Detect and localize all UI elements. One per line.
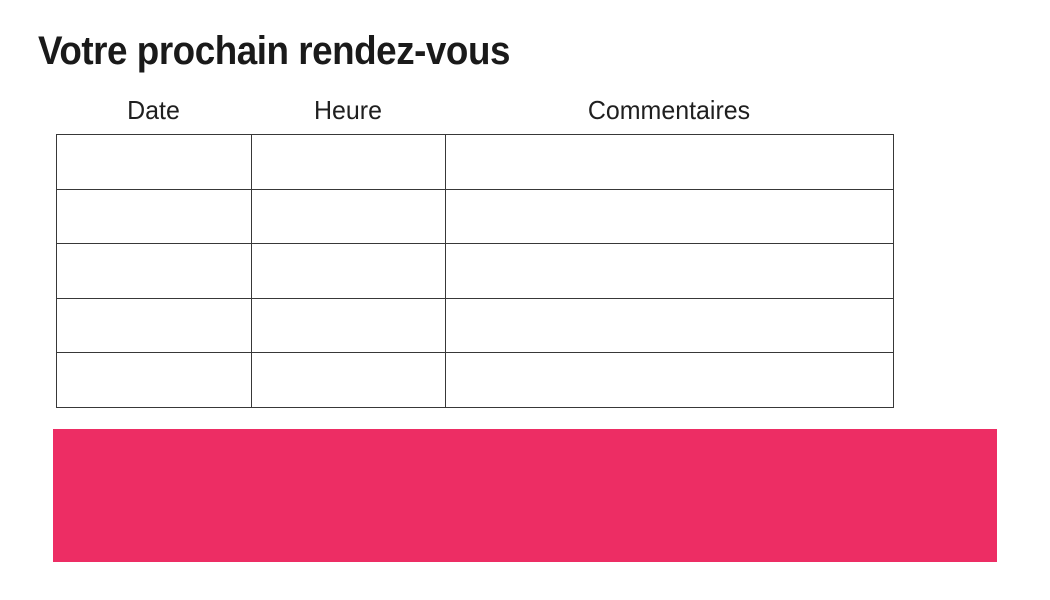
table-row [56,188,894,245]
table-cell [56,188,252,245]
table-cell [251,188,446,245]
table-cell [251,352,446,408]
table-row [56,297,894,354]
table-cell [56,243,252,299]
appointment-table [56,134,894,408]
table-row [56,352,894,408]
table-cell [56,134,252,190]
appointment-table-body [56,134,894,408]
column-header-date: Date [127,94,180,125]
table-cell [445,352,894,408]
table-cell [445,243,894,299]
table-row [56,243,894,299]
table-cell [445,188,894,245]
table-header-row: Date Heure Commentaires [56,92,893,128]
table-cell [251,243,446,299]
page-title: Votre prochain rendez-vous [38,29,510,73]
table-cell [445,297,894,354]
pink-banner [53,429,997,562]
table-cell [56,297,252,354]
table-cell [56,352,252,408]
table-cell [251,134,446,190]
table-cell [251,297,446,354]
table-row [56,134,894,190]
table-cell [445,134,894,190]
column-header-heure: Heure [313,94,382,125]
column-header-commentaires: Commentaires [587,94,751,125]
